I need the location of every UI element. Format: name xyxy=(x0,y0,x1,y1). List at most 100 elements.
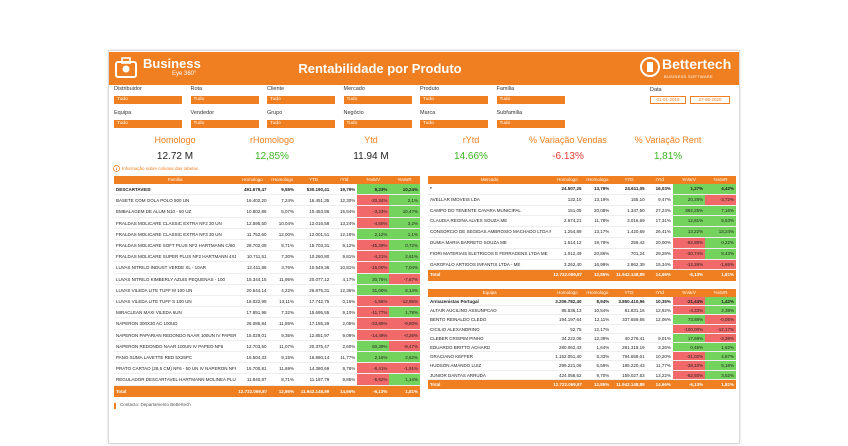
table-cell: -3,72% xyxy=(705,194,736,206)
total-cell: 11.942.148,89 xyxy=(611,379,647,389)
table-cell: 13,24% xyxy=(331,218,358,229)
filter-dropdown[interactable]: Tudo xyxy=(496,120,565,128)
row-label: MIRACLEAN MAXI VILEDA 6UN xyxy=(114,307,237,319)
column-header: Equipa xyxy=(428,289,552,297)
filter-dropdown[interactable]: Tudo xyxy=(114,96,182,104)
filter-label: Mercado xyxy=(343,86,365,92)
table-cell: 892,25% xyxy=(672,205,706,217)
row-label: EMBALAGEM DE ALUM N10 - 50 UZ xyxy=(114,206,237,218)
table-cell: 20,86% xyxy=(583,249,612,260)
table-cell: 10.711,51 xyxy=(236,251,269,263)
table-cell: -8,41% xyxy=(357,363,390,375)
table-cell: -1,91% xyxy=(389,363,420,375)
table-cell: 9,70% xyxy=(583,371,612,380)
table-cell: -15,00% xyxy=(357,262,390,274)
table-cell: 20.077,12 xyxy=(296,274,332,285)
column-header: %VarV xyxy=(672,176,706,184)
table-cell: 30,76% xyxy=(357,273,390,285)
table-cell: 5,18% xyxy=(705,361,736,371)
filter-dropdown[interactable]: Tudo xyxy=(114,120,182,128)
filter-dropdown[interactable]: Tudo xyxy=(190,96,259,104)
table-cell: 85.536,13 xyxy=(551,306,584,316)
column-header: YTD xyxy=(611,176,647,184)
table-cell: 11,69% xyxy=(268,363,297,375)
info-link[interactable]: Informação sobre colunas das tabelas xyxy=(122,166,199,171)
table-cell: 4,22% xyxy=(268,285,297,296)
table-cell: -31,02% xyxy=(672,352,706,362)
table-cell: 1,78% xyxy=(389,307,420,319)
filter-label: Familia xyxy=(496,86,515,92)
column-header: Homologo xyxy=(551,176,584,184)
table-cell: 34.222,06 xyxy=(551,334,584,343)
table-cell: 9,12% xyxy=(331,240,358,252)
brand: Business xyxy=(143,56,201,71)
total-cell: 14,66% xyxy=(646,270,673,282)
table-cell: 17,69% xyxy=(672,333,706,343)
filter-dropdown[interactable]: Tudo xyxy=(420,96,488,104)
total-cell: 12.722.069,87 xyxy=(236,385,269,397)
column-header: rHomologo xyxy=(268,176,297,184)
table-cell: 20,00% xyxy=(646,238,673,249)
total-cell: Total xyxy=(428,270,552,282)
table-cell: 3,2% xyxy=(389,217,420,229)
table-cell: 16,99% xyxy=(583,260,612,271)
table-cell: 151,05 xyxy=(551,206,584,217)
filter-dropdown[interactable]: Tudo xyxy=(267,120,335,128)
filter-dropdown[interactable]: Tudo xyxy=(496,96,565,104)
table-cell: 2,61% xyxy=(389,251,420,263)
filter-dropdown[interactable]: Tudo xyxy=(267,96,335,104)
table-cell: -3,23% xyxy=(357,206,390,218)
table-cell: 20.544,14 xyxy=(236,285,269,296)
row-label: ALTAIR AUCILINO ASSUNPCAO xyxy=(428,306,552,316)
table-cell: 15,54% xyxy=(331,206,358,218)
table-cell: 132,10 xyxy=(551,195,584,206)
row-label: BASETE COM GOLA POLO 500 UN xyxy=(114,195,237,207)
table-cell: 5,33% xyxy=(583,352,612,362)
row-label: FRALDAS MOLICARE SOFT PLUS NF2 HARTMANN … xyxy=(114,240,237,252)
filter-dropdown[interactable]: Tudo xyxy=(343,120,412,128)
table-cell: -38,10% xyxy=(672,361,706,371)
table-cell: 9,85% xyxy=(331,374,358,386)
table-cell: 11.840,87 xyxy=(236,374,269,386)
table-cell: 10,24% xyxy=(389,184,420,196)
table-cell: -5,52% xyxy=(357,374,390,386)
table-cell: 11,78% xyxy=(583,216,612,228)
row-label: CLAUDIA REGINA ALVES SOUZA ME xyxy=(428,216,552,228)
table-cell: 20,28% xyxy=(672,194,706,206)
row-label: NAPERON REDONDO NAAR 100UN IV PAPEO NF6 xyxy=(114,341,237,352)
date-to[interactable]: 27-06-2020 xyxy=(690,96,730,104)
table-cell: 16,03% xyxy=(646,184,673,195)
table-cell: 6,59% xyxy=(583,361,612,371)
table-cell: 10,54% xyxy=(583,306,612,316)
table-cell: 3.262,40 xyxy=(551,260,584,271)
table-cell: -8,47% xyxy=(389,340,420,352)
filter-dropdown[interactable]: Tudo xyxy=(420,120,488,128)
column-header: rYtd xyxy=(331,176,358,184)
kpi-label: % Variação Rent xyxy=(634,135,702,145)
table-cell: 337.659,66 xyxy=(611,315,647,325)
table-cell: 8,94% xyxy=(583,297,612,307)
table-cell: 7,30% xyxy=(268,251,297,263)
filter-dropdown[interactable]: Tudo xyxy=(190,120,259,128)
column-header: rYtd xyxy=(646,176,673,184)
table-cell: 10,20% xyxy=(646,352,673,362)
table-cell: -14,49% xyxy=(357,329,390,341)
table-cell: 12.016,58 xyxy=(296,218,332,229)
date-from[interactable]: 01-01-2019 xyxy=(650,96,686,104)
table-cell: 11,77% xyxy=(331,352,358,364)
filter-dropdown[interactable]: Tudo xyxy=(343,96,412,104)
column-header: %VarR xyxy=(705,176,736,184)
table-cell: 12,36% xyxy=(331,285,358,296)
total-cell: -6,13% xyxy=(672,270,706,282)
filter-label: Vendedor xyxy=(190,110,215,116)
table-cell: -30,74% xyxy=(672,248,706,260)
row-label: CAMPO DO TENENTE CAVARA MUNICIPAL xyxy=(428,206,552,217)
table-cell: 9,10% xyxy=(331,307,358,319)
table-cell: 12.001,51 xyxy=(296,229,332,240)
table-cell: 16.860,14 xyxy=(296,352,332,364)
table-cell: 9,35% xyxy=(268,330,297,341)
company-sub: BUSINESS SOFTWARE xyxy=(664,74,713,79)
table-cell: 10.260,80 xyxy=(296,251,332,263)
filter-label: Marca xyxy=(420,110,436,116)
info-icon[interactable] xyxy=(113,165,120,172)
